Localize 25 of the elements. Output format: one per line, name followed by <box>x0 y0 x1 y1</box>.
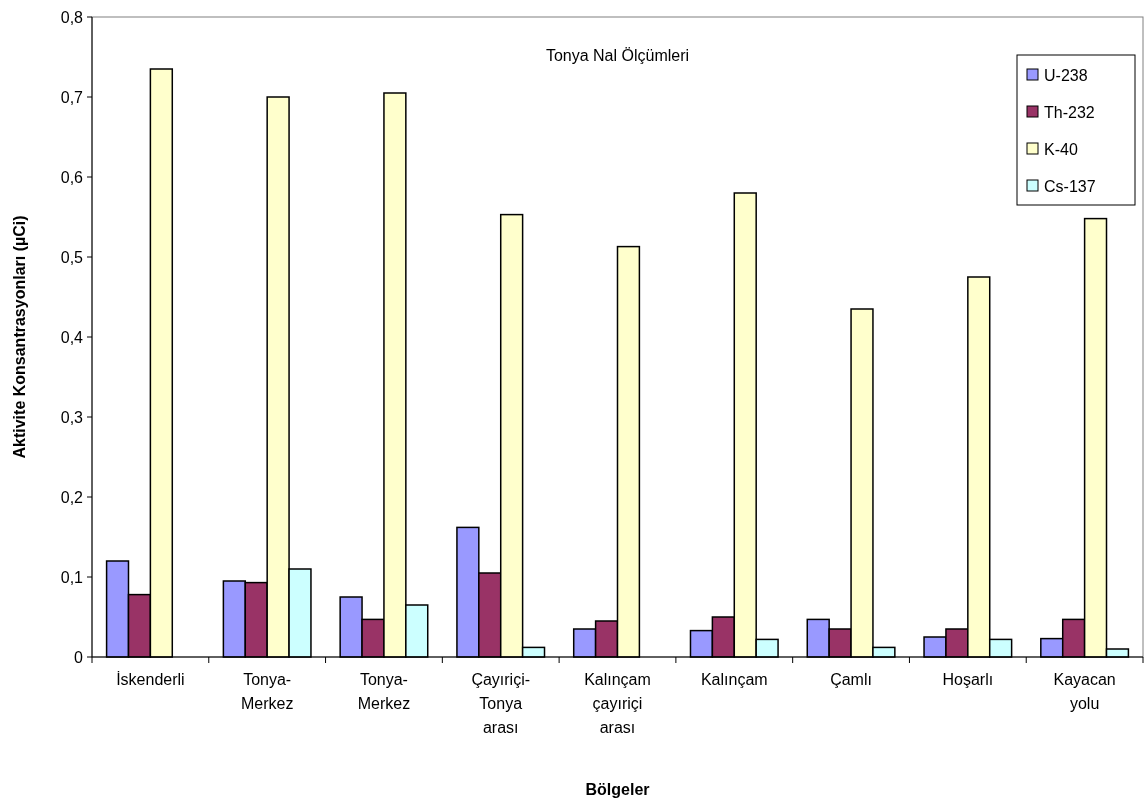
legend-label: K-40 <box>1044 140 1078 158</box>
x-tick-label: Tonya-Merkez <box>357 671 411 712</box>
y-tick-label: 0 <box>74 648 84 666</box>
x-tick-label: Kalınçam <box>700 671 768 688</box>
text: Tonya Nal Ölçümleri <box>545 47 690 64</box>
x-tick-label: Tonya-Merkez <box>240 671 294 712</box>
legend-label: U-238 <box>1044 66 1088 84</box>
x-tick-label: Çamlı <box>830 671 872 688</box>
y-tick-label: 0,1 <box>60 568 84 586</box>
y-tick-label: 0,4 <box>60 328 84 346</box>
x-tick-label: Kayacan yolu <box>1053 671 1116 712</box>
x-tick-label: İskenderli <box>116 670 185 688</box>
y-tick-label: 0,5 <box>60 248 84 266</box>
legend-label: Th-232 <box>1044 103 1095 121</box>
y-tick-label: 0,2 <box>60 488 84 506</box>
y-tick-label: 0,8 <box>60 8 84 26</box>
y-tick-label: 0,7 <box>60 88 84 106</box>
x-tick-label: Çayıriçi-Tonya arası <box>471 671 531 736</box>
y-axis-title: Aktivite Konsantrasyonları (µCi) <box>11 215 28 459</box>
x-tick-label: Hoşarlı <box>942 671 994 688</box>
legend-label: Cs-137 <box>1044 177 1096 195</box>
y-tick-label: 0,3 <box>60 408 84 426</box>
x-axis-title: Bölgeler <box>585 781 650 798</box>
y-tick-label: 0,6 <box>60 168 84 186</box>
x-tick-label: Kalınçam çayıriçi arası <box>584 671 651 736</box>
